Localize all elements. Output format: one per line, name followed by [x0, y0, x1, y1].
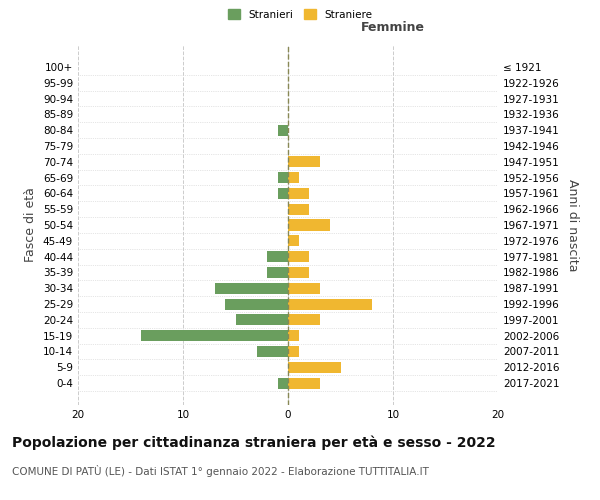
Bar	[288, 172, 299, 183]
Bar	[288, 251, 309, 262]
Bar	[215, 282, 288, 294]
Bar	[288, 188, 309, 199]
Bar	[267, 267, 288, 278]
Bar	[277, 172, 288, 183]
Bar	[277, 378, 288, 388]
Bar	[288, 204, 309, 214]
Bar	[288, 330, 299, 341]
Text: COMUNE DI PATÙ (LE) - Dati ISTAT 1° gennaio 2022 - Elaborazione TUTTITALIA.IT: COMUNE DI PATÙ (LE) - Dati ISTAT 1° genn…	[12, 465, 429, 477]
Legend: Stranieri, Straniere: Stranieri, Straniere	[223, 5, 377, 24]
Bar	[267, 251, 288, 262]
Bar	[288, 298, 372, 310]
Y-axis label: Anni di nascita: Anni di nascita	[566, 179, 579, 271]
Bar	[288, 314, 320, 326]
Bar	[257, 346, 288, 357]
Y-axis label: Fasce di età: Fasce di età	[25, 188, 37, 262]
Bar	[288, 362, 341, 373]
Text: Popolazione per cittadinanza straniera per età e sesso - 2022: Popolazione per cittadinanza straniera p…	[12, 435, 496, 450]
Bar	[288, 346, 299, 357]
Bar	[225, 298, 288, 310]
Bar	[288, 156, 320, 168]
Bar	[235, 314, 288, 326]
Bar	[277, 124, 288, 136]
Text: Femmine: Femmine	[361, 21, 425, 34]
Bar	[288, 378, 320, 388]
Bar	[141, 330, 288, 341]
Bar	[288, 282, 320, 294]
Bar	[277, 188, 288, 199]
Bar	[288, 236, 299, 246]
Bar	[288, 267, 309, 278]
Bar	[288, 220, 330, 230]
